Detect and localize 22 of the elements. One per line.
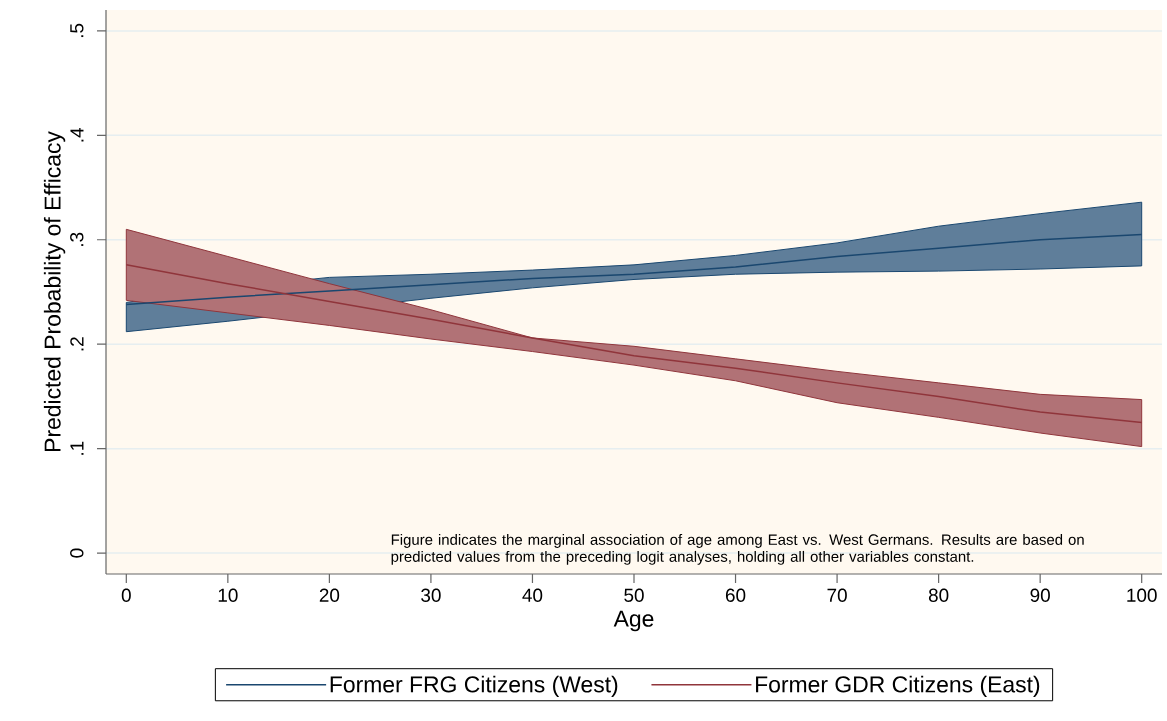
y-tick-label: .1 [70,441,84,455]
x-tick-label: 60 [725,588,746,602]
y-tick-label: .3 [70,232,84,246]
y-tick-label: 0 [70,548,84,558]
x-tick-label: 30 [421,588,441,602]
y-tick-label: .5 [70,23,84,38]
x-tick-label: 70 [827,588,847,602]
x-tick-label: 50 [624,588,644,602]
x-tick-label: 0 [121,588,131,602]
y-axis-title: Predicted Probability of Efficacy [43,131,66,452]
x-tick-label: 40 [522,588,543,602]
x-tick-label: 90 [1030,588,1050,602]
x-tick-label: 100 [1127,588,1157,602]
legend-label: Former FRG Citizens (West) [330,675,618,698]
x-tick-label: 10 [218,588,238,602]
y-tick-label: .2 [70,337,84,351]
legend-label: Former GDR Citizens (East) [756,675,1040,698]
annotation: Figure indicates the marginal association of age among East vs. West Germans. Results are based on predicted values from the preceding logit analyses, holding all other variables constant. [391,533,1084,565]
x-tick-label: 20 [319,588,340,602]
x-tick-label: 80 [928,588,949,602]
x-axis-title: Age [613,610,654,632]
y-tick-label: .4 [70,127,84,142]
